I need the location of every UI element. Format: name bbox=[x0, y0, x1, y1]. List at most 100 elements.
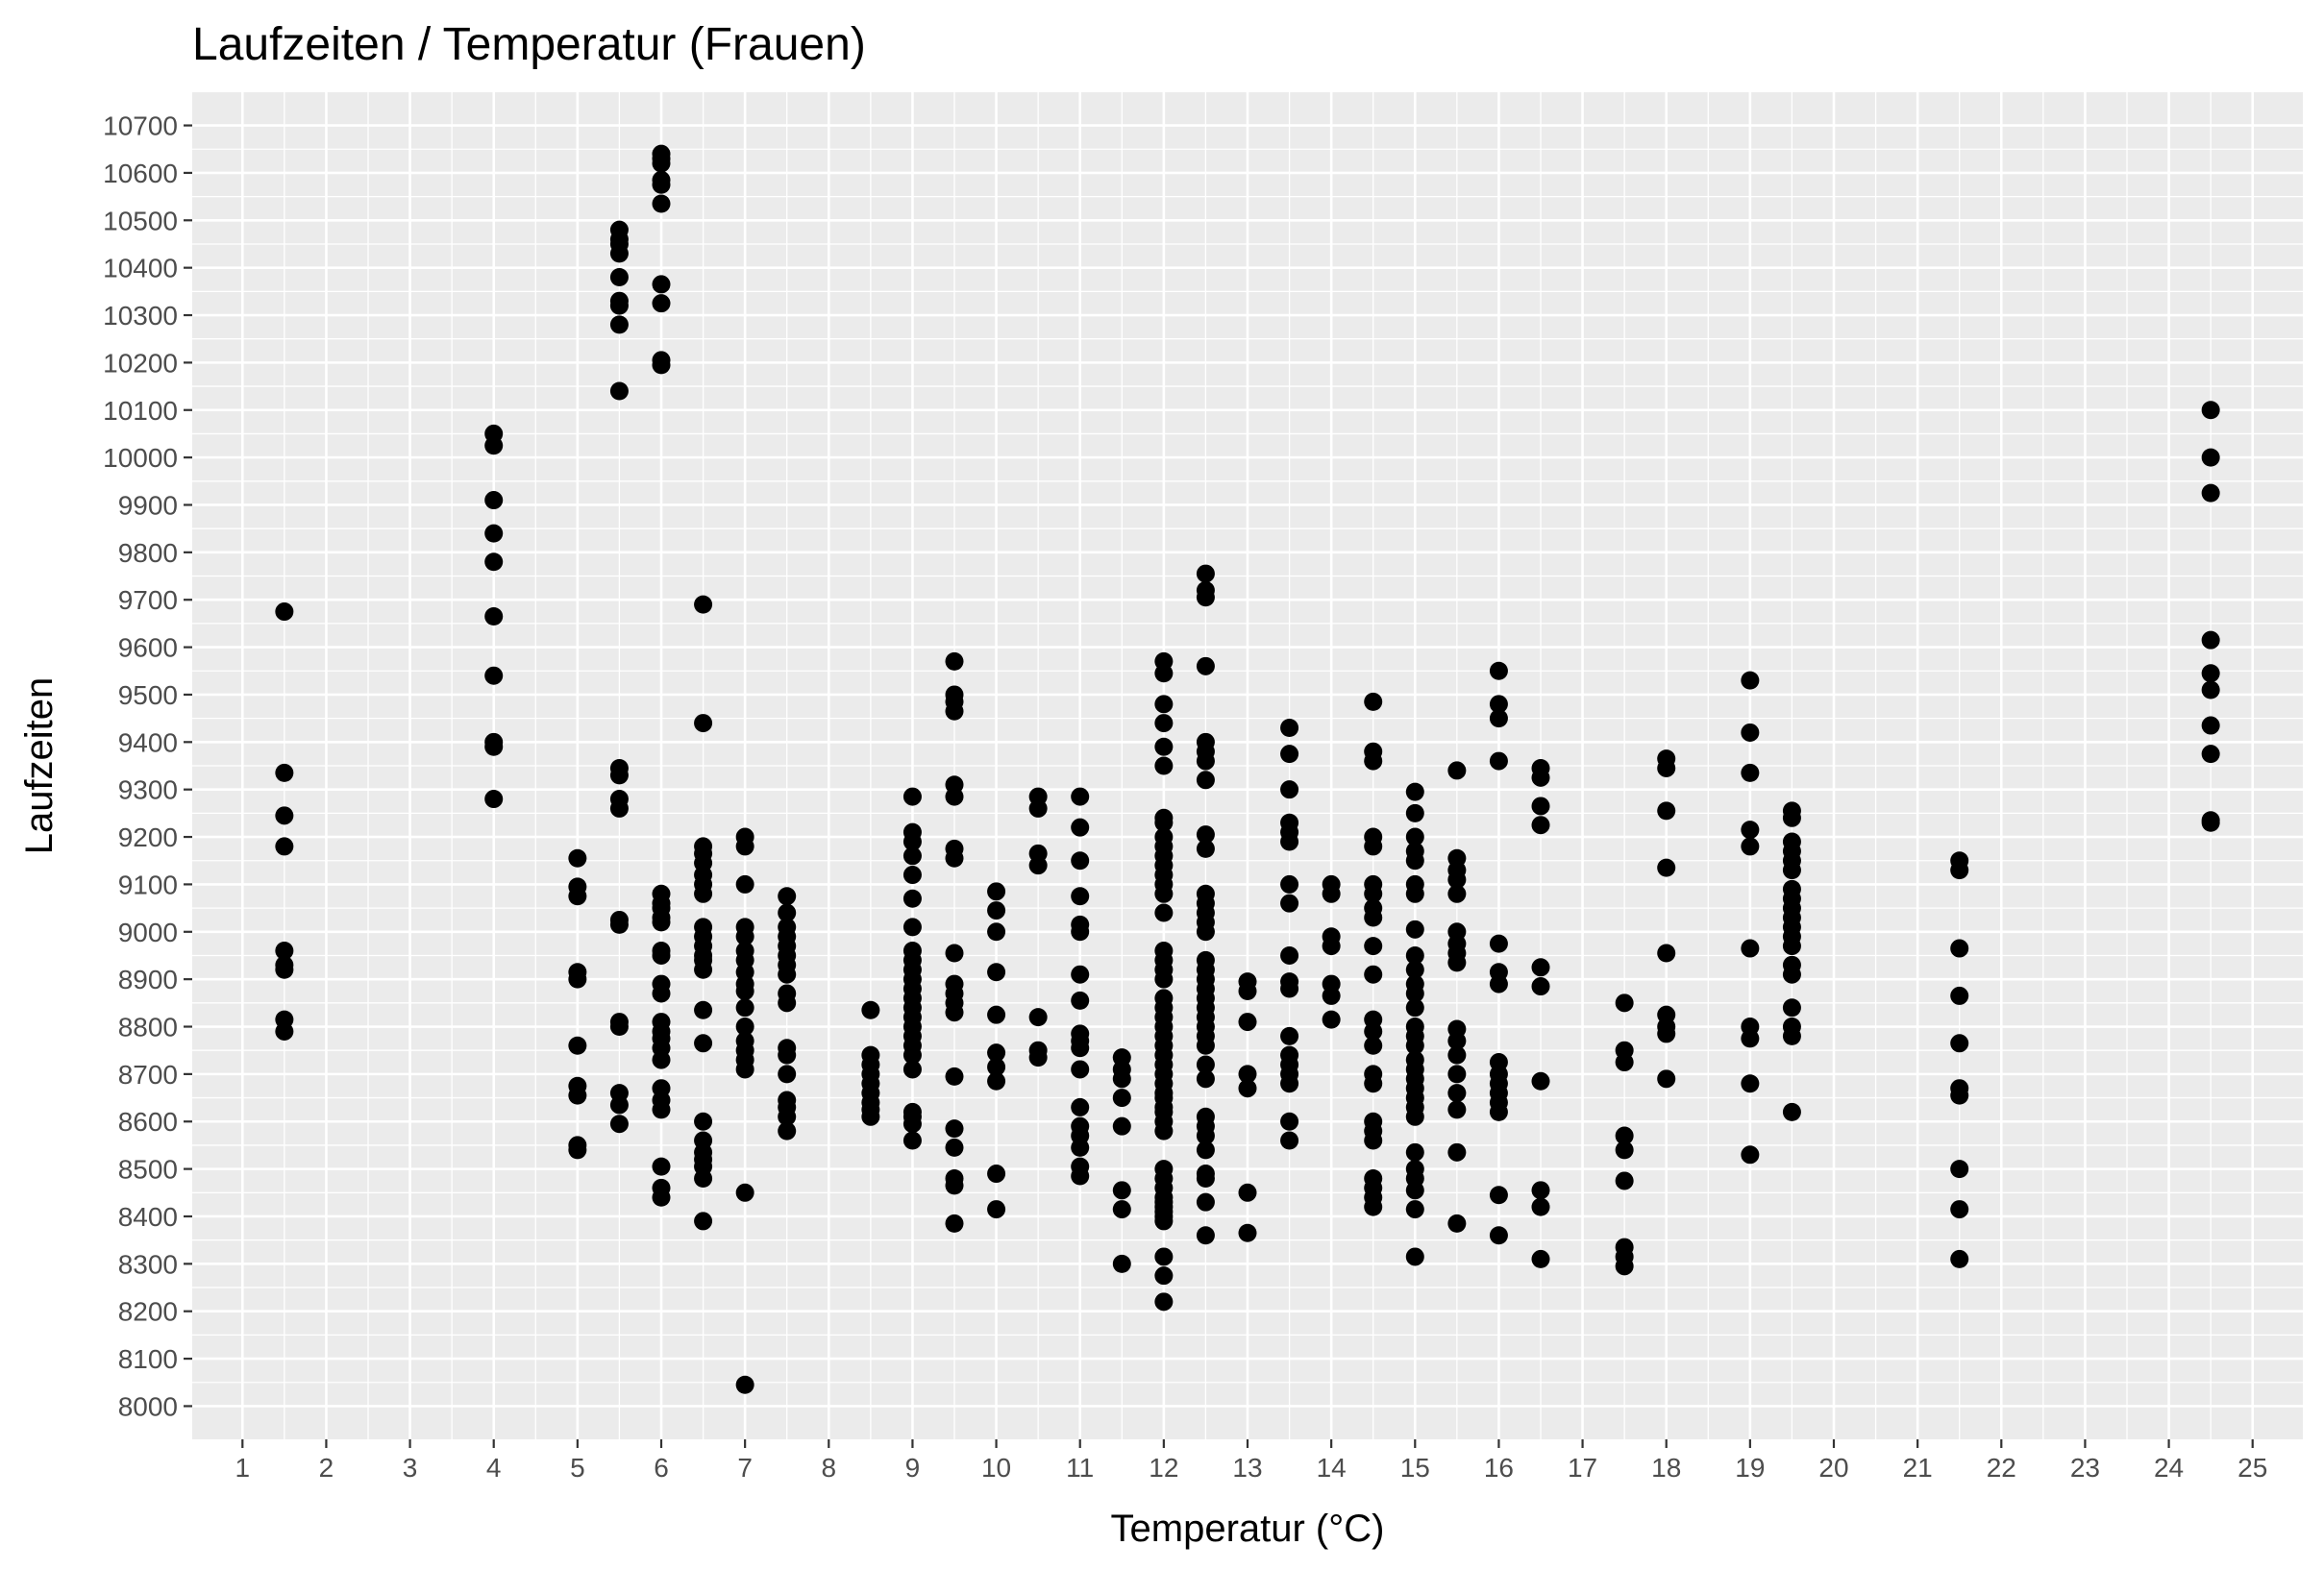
data-point bbox=[652, 1013, 671, 1032]
data-point bbox=[945, 1067, 964, 1086]
data-point bbox=[945, 685, 964, 704]
x-tick-label: 18 bbox=[1651, 1453, 1681, 1483]
x-tick-label: 22 bbox=[1987, 1453, 2016, 1483]
y-axis: 8000 8100 8200 8300 8400 8500 8600 8700 8800 8900… bbox=[103, 111, 192, 1421]
x-tick-label: 12 bbox=[1149, 1453, 1178, 1483]
data-point bbox=[902, 1060, 922, 1079]
data-point bbox=[694, 918, 713, 937]
data-point bbox=[275, 955, 294, 974]
data-point bbox=[1364, 692, 1383, 711]
data-point bbox=[1741, 1145, 1760, 1165]
data-point bbox=[1280, 813, 1299, 832]
data-point bbox=[1447, 1100, 1467, 1119]
data-point bbox=[945, 839, 964, 858]
data-point bbox=[987, 1071, 1006, 1091]
data-point bbox=[1196, 580, 1215, 600]
data-point bbox=[1028, 787, 1048, 806]
data-point bbox=[1405, 782, 1424, 801]
data-point bbox=[1405, 998, 1424, 1018]
data-point bbox=[1405, 874, 1424, 894]
data-point bbox=[902, 889, 922, 908]
data-point bbox=[1364, 742, 1383, 761]
data-point bbox=[1405, 945, 1424, 965]
data-point bbox=[1154, 942, 1174, 961]
data-point bbox=[568, 1136, 587, 1155]
data-point bbox=[1950, 1034, 1969, 1053]
data-point bbox=[1364, 1112, 1383, 1131]
data-point bbox=[1489, 695, 1508, 714]
chart-title: Laufzeiten / Temperatur (Frauen) bbox=[192, 19, 866, 70]
data-point bbox=[694, 1000, 713, 1019]
data-point bbox=[1405, 920, 1424, 939]
data-point bbox=[275, 1010, 294, 1029]
data-point bbox=[652, 974, 671, 994]
data-point bbox=[1028, 844, 1048, 863]
data-point bbox=[609, 1084, 629, 1103]
data-point bbox=[1071, 1060, 1090, 1079]
data-point bbox=[484, 424, 504, 443]
data-point bbox=[1196, 950, 1215, 969]
data-point bbox=[1196, 1069, 1215, 1089]
x-tick-label: 6 bbox=[654, 1453, 669, 1483]
data-point bbox=[1405, 842, 1424, 861]
data-point bbox=[1280, 780, 1299, 799]
data-point bbox=[1950, 1200, 1969, 1219]
data-point bbox=[568, 963, 587, 982]
data-point bbox=[1196, 825, 1215, 845]
data-point bbox=[275, 837, 294, 856]
y-tick-label: 8500 bbox=[118, 1155, 178, 1185]
data-point bbox=[1782, 832, 1801, 851]
data-point bbox=[2201, 811, 2220, 830]
data-point bbox=[1782, 955, 1801, 974]
data-point bbox=[735, 1375, 754, 1394]
data-point bbox=[1196, 564, 1215, 583]
data-point bbox=[484, 552, 504, 572]
data-point bbox=[609, 758, 629, 777]
data-point bbox=[1950, 1079, 1969, 1098]
data-point bbox=[1405, 827, 1424, 846]
data-point bbox=[1405, 960, 1424, 979]
data-point bbox=[1280, 874, 1299, 894]
data-point bbox=[1196, 771, 1215, 790]
data-point bbox=[1615, 994, 1634, 1013]
data-point bbox=[1615, 1171, 1634, 1190]
data-point bbox=[1741, 837, 1760, 856]
data-point bbox=[735, 918, 754, 937]
data-point bbox=[1531, 816, 1550, 835]
data-point bbox=[1196, 732, 1215, 751]
x-tick-label: 9 bbox=[905, 1453, 921, 1483]
data-point bbox=[1154, 756, 1174, 775]
data-point bbox=[652, 1079, 671, 1098]
data-point bbox=[2201, 664, 2220, 683]
data-point bbox=[1531, 797, 1550, 816]
data-point bbox=[1447, 1045, 1467, 1065]
data-point bbox=[1112, 1048, 1131, 1067]
data-point bbox=[652, 1157, 671, 1176]
data-point bbox=[652, 942, 671, 961]
data-point bbox=[1447, 761, 1467, 780]
data-point bbox=[2201, 716, 2220, 735]
data-point bbox=[987, 1005, 1006, 1024]
y-axis-title: Laufzeiten bbox=[18, 677, 61, 855]
y-tick-label: 9700 bbox=[118, 585, 178, 615]
data-point bbox=[1280, 945, 1299, 965]
data-point bbox=[2201, 401, 2220, 420]
y-tick-label: 8900 bbox=[118, 965, 178, 994]
data-point bbox=[1364, 1036, 1383, 1055]
x-tick-label: 13 bbox=[1232, 1453, 1262, 1483]
data-point bbox=[1447, 922, 1467, 942]
data-point bbox=[1112, 1089, 1131, 1108]
x-tick-label: 17 bbox=[1568, 1453, 1597, 1483]
data-point bbox=[1280, 894, 1299, 913]
data-point bbox=[1950, 939, 1969, 958]
data-point bbox=[1028, 1041, 1048, 1060]
data-point bbox=[568, 848, 587, 868]
data-point bbox=[275, 763, 294, 782]
data-point bbox=[778, 1039, 797, 1058]
data-point bbox=[861, 1000, 880, 1019]
data-point bbox=[778, 887, 797, 906]
x-tick-label: 24 bbox=[2154, 1453, 2184, 1483]
data-point bbox=[1196, 884, 1215, 903]
y-tick-label: 8000 bbox=[118, 1391, 178, 1421]
x-axis: 1 2 3 4 5 6 7 8 9 10 11 12 13 14 15 16 17 18 19 20 21 22 23 24 2… bbox=[235, 1439, 2267, 1483]
